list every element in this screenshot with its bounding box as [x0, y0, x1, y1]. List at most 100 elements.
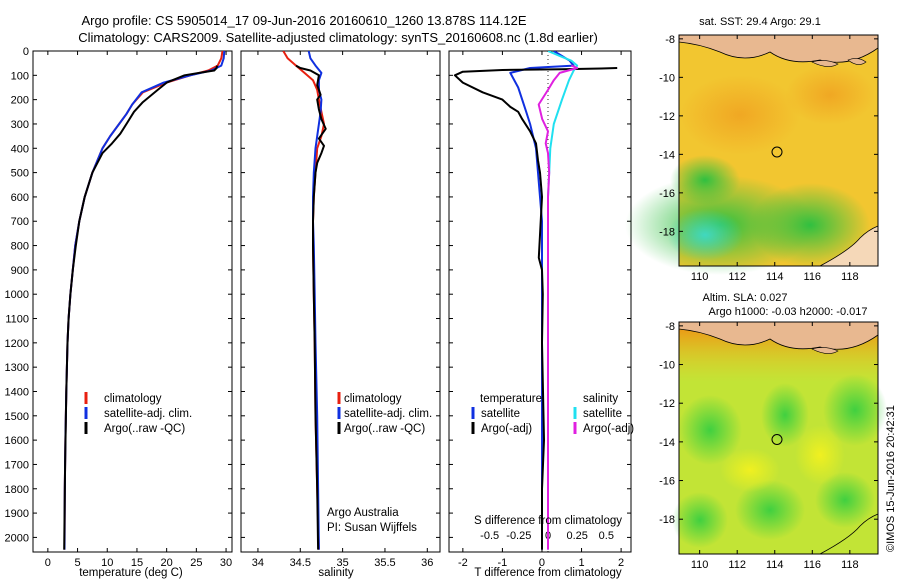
legend-label-temperature-satellite: satellite [481, 408, 520, 420]
map-lat-tick-label: -14 [659, 149, 675, 161]
sla-argo-position-marker [771, 434, 783, 445]
x-tick-label-T: 0 [539, 557, 545, 569]
x-tick-label-S: 0.25 [566, 530, 587, 542]
sla-eddy [678, 395, 742, 465]
depth-tick-label: 1700 [5, 459, 29, 471]
map-lat-tick-label: -18 [659, 226, 675, 238]
sst-map-axes: 110 112 114 116 118 -8 -10 -12 -14 -16 -18 [659, 34, 878, 283]
map-lat-tick-label: -16 [659, 188, 675, 200]
map-lon-tick-label: 116 [804, 271, 822, 283]
sla-map-frame [678, 321, 879, 555]
sst-argo-position-marker [771, 146, 783, 158]
depth-axis: 0 100 200 300 400 500 600 700 800 900 1000 1100 1200… [5, 46, 631, 544]
difference-lines [453, 51, 618, 550]
map-lat-tick-label: -14 [659, 437, 675, 449]
map-lat-tick-label: -18 [659, 514, 675, 526]
map-lon-tick-label: 118 [841, 271, 859, 283]
sla-eddy [735, 480, 805, 540]
x-tick-label: 36 [421, 557, 433, 569]
legend-label-climatology: climatology [104, 393, 162, 405]
map-lat-tick-label: -10 [659, 72, 675, 84]
depth-tick-label: 900 [11, 265, 29, 277]
depth-tick-label: 0 [23, 46, 29, 58]
map-lon-tick-label: 110 [691, 271, 709, 283]
x-tick-label-T: -2 [458, 557, 468, 569]
x-tick-label-T: -1 [498, 557, 508, 569]
sla-eddy [815, 472, 875, 528]
difference-xlabel-bottom: T difference from climatology [474, 567, 621, 579]
x-tick-label: 25 [190, 557, 202, 569]
depth-tick-label: 1500 [5, 411, 29, 423]
depth-tick-label: 1300 [5, 362, 29, 374]
legend-heading-salinity: salinity [583, 393, 618, 405]
sla-eddy [672, 492, 728, 548]
salinity-lines [282, 51, 327, 550]
temperature-x-axis: 0 5 10 15 20 25 30 [45, 51, 232, 569]
depth-tick-label: 300 [11, 119, 29, 131]
depth-tick-label: 2000 [5, 532, 29, 544]
series-line-2 [295, 64, 327, 550]
sla-island [811, 347, 839, 354]
map-lon-tick-label: 114 [766, 559, 784, 571]
map-lat-tick-label: -12 [659, 111, 675, 123]
legend-label-salinity-argo: Argo(-adj) [583, 423, 634, 435]
depth-tick-label: 500 [11, 168, 29, 180]
x-tick-label: 35 [336, 557, 348, 569]
map-lat-tick-label: -10 [659, 360, 675, 372]
salinity-xlabel: salinity [318, 567, 353, 579]
diff-series-line-1 [453, 67, 618, 550]
depth-tick-label: 1600 [5, 435, 29, 447]
x-tick-label: 0 [45, 557, 51, 569]
sst-cold-patch [667, 209, 743, 261]
figure-title-line2: Climatology: CARS2009. Satellite-adjuste… [78, 30, 598, 45]
legend-label-satellite: satellite-adj. clim. [344, 408, 432, 420]
map-lon-tick-label: 112 [728, 559, 746, 571]
sla-eddy [823, 374, 887, 446]
map-lon-tick-label: 110 [691, 559, 709, 571]
temperature-legend: climatology satellite-adj. clim. Argo(..… [84, 392, 192, 435]
x-tick-label: 34 [252, 557, 264, 569]
sla-eddy [761, 383, 809, 447]
depth-tick-label: 1900 [5, 508, 29, 520]
sla-australia-coast [819, 513, 879, 555]
x-tick-label: 20 [161, 557, 173, 569]
difference-plot-frame [448, 50, 632, 553]
x-tick-label: 34.5 [290, 557, 311, 569]
sst-cool-region [670, 155, 740, 205]
sla-ridge [720, 448, 780, 492]
depth-tick-label: 600 [11, 192, 29, 204]
depth-tick-label: 1000 [5, 289, 29, 301]
sla-map [672, 321, 887, 555]
x-tick-label-T: 1 [578, 557, 584, 569]
x-tick-label: 5 [74, 557, 80, 569]
temperature-lines [63, 51, 226, 550]
depth-tick-label: 1400 [5, 386, 29, 398]
depth-tick-label: 200 [11, 95, 29, 107]
series-line-0 [63, 51, 224, 550]
legend-heading-temperature: temperature [480, 393, 542, 405]
sst-warm-patch [785, 65, 875, 125]
legend-label-satellite: satellite-adj. clim. [104, 408, 192, 420]
salinity-plot-frame [240, 50, 441, 553]
temperature-xlabel: temperature (deg C) [79, 567, 183, 579]
sst-warm-patch [680, 75, 800, 155]
sst-cool-region [750, 183, 870, 267]
sst-island [847, 58, 867, 65]
sst-map-title: sat. SST: 29.4 Argo: 29.1 [699, 16, 821, 28]
x-tick-label-S: -0.5 [480, 530, 499, 542]
legend-label-salinity-satellite: satellite [583, 408, 622, 420]
sla-map-axes: 110 112 114 116 118 -8 -10 -12 -14 -16 -18 [659, 321, 878, 571]
depth-tick-label: 400 [11, 143, 29, 155]
depth-tick-label: 1200 [5, 338, 29, 350]
difference-xlabel-top: S difference from climatology [474, 515, 622, 527]
series-line-1 [307, 51, 323, 550]
x-tick-label-S: -0.25 [506, 530, 531, 542]
x-tick-label: 30 [220, 557, 232, 569]
map-lon-tick-label: 116 [804, 559, 822, 571]
map-lon-tick-label: 114 [766, 271, 784, 283]
figure-title-line1: Argo profile: CS 5905014_17 09-Jun-2016 … [81, 13, 526, 28]
difference-legend: temperature satellite Argo(-adj) salinit… [471, 393, 634, 435]
salinity-legend: climatology satellite-adj. clim. Argo(..… [337, 392, 432, 435]
series-line-1 [63, 51, 226, 550]
